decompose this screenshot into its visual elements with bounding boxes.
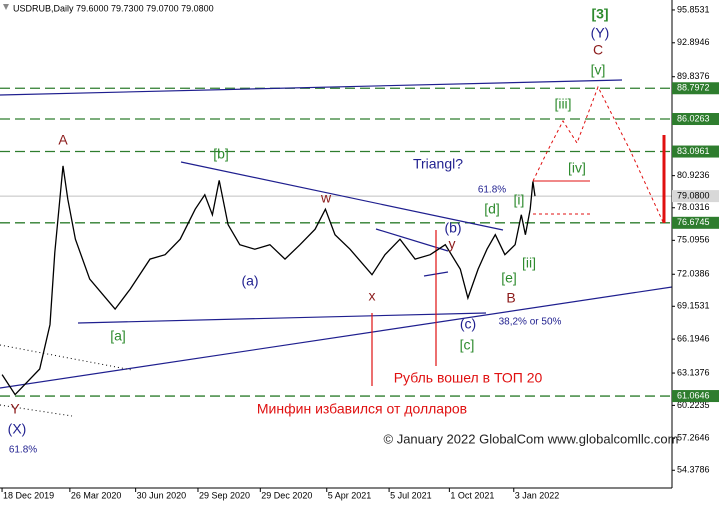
y-tick-label: 66.1946 (677, 333, 710, 343)
y-tick-label: 75.0956 (677, 235, 710, 245)
x-tick-label: 18 Dec 2019 (3, 490, 54, 500)
copyright: © January 2022 GlobalCom www.globalcomll… (384, 431, 679, 446)
wave-label: Y (10, 401, 20, 417)
wave-label: (a) (241, 273, 258, 289)
annotation: 61.8% (478, 185, 506, 196)
y-tick-label: 57.2646 (677, 433, 710, 443)
x-tick-label: 5 Jul 2021 (390, 490, 432, 500)
wave-label: B (506, 290, 515, 306)
wave-label: C (593, 42, 603, 58)
annotation: Минфин избавился от долларов (257, 401, 467, 417)
price-label: 79.0800 (677, 190, 710, 200)
trend-lines (0, 79, 673, 389)
x-tick-label: 29 Sep 2020 (199, 490, 250, 500)
wave-label: [3] (591, 6, 608, 22)
y-tick-label: 69.1531 (677, 301, 710, 311)
wave-label: w (320, 190, 332, 206)
y-tick-label: 89.8376 (677, 71, 710, 81)
level-label: 83.0961 (677, 146, 710, 156)
level-label-box (672, 113, 719, 126)
annotation: Рубль вошел в ТОП 20 (394, 370, 543, 386)
x-tick-label: 5 Apr 2021 (328, 490, 372, 500)
wave-label: [d] (484, 201, 500, 217)
level-label: 61.0646 (677, 390, 710, 400)
x-tick-label: 3 Jan 2022 (515, 490, 560, 500)
wave-label: [c] (460, 337, 475, 353)
level-label: 88.7972 (677, 83, 710, 93)
wave-label: [e] (501, 270, 517, 286)
wave-label: (c) (460, 316, 476, 332)
x-tick-label: 30 Jun 2020 (137, 490, 187, 500)
wave-label: [b] (213, 146, 229, 162)
annotation: Triangl? (413, 156, 463, 172)
wave-label: x (369, 288, 376, 304)
level-label-box (672, 145, 719, 158)
level-label: 86.0263 (677, 113, 710, 123)
wave-label: A (58, 132, 68, 148)
wave-label: [iv] (568, 160, 586, 176)
y-tick-label: 60.2235 (677, 400, 710, 410)
price-series (1, 165, 536, 396)
level-label: 76.6745 (677, 217, 710, 227)
annotation: 38,2% or 50% (499, 317, 562, 328)
projection (371, 85, 666, 386)
dotted-lines (0, 344, 133, 417)
y-tick-label: 54.3786 (677, 465, 710, 475)
x-tick-label: 29 Dec 2020 (261, 490, 312, 500)
y-tick-label: 95.8531 (677, 4, 710, 14)
y-tick-label: 63.1376 (677, 367, 710, 377)
price-label-box (672, 190, 719, 203)
wave-label: (X) (8, 421, 27, 437)
y-tick-label: 72.0386 (677, 269, 710, 279)
wave-label: [ii] (522, 255, 536, 271)
level-label-box (672, 390, 719, 403)
wave-label: [iii] (554, 96, 571, 112)
wave-label: [i] (514, 192, 525, 208)
header: USDRUB,Daily 79.6000 79.7300 79.0700 79.… (13, 3, 214, 13)
wave-label: (Y) (591, 25, 610, 41)
y-tick-label: 80.9236 (677, 170, 710, 180)
wave-label: [v] (591, 62, 606, 78)
y-tick-label: 92.8946 (677, 37, 710, 47)
level-label-box (672, 216, 719, 229)
header-icon (3, 4, 9, 10)
x-tick-label: 1 Oct 2021 (450, 490, 494, 500)
wave-label: (b) (444, 220, 461, 236)
wave-label: [a] (110, 328, 126, 344)
annotation: 61.8% (9, 445, 37, 456)
wave-label: y (449, 236, 456, 252)
level-label-box (672, 82, 719, 95)
x-tick-label: 26 Mar 2020 (71, 490, 122, 500)
y-tick-label: 78.0316 (677, 202, 710, 212)
